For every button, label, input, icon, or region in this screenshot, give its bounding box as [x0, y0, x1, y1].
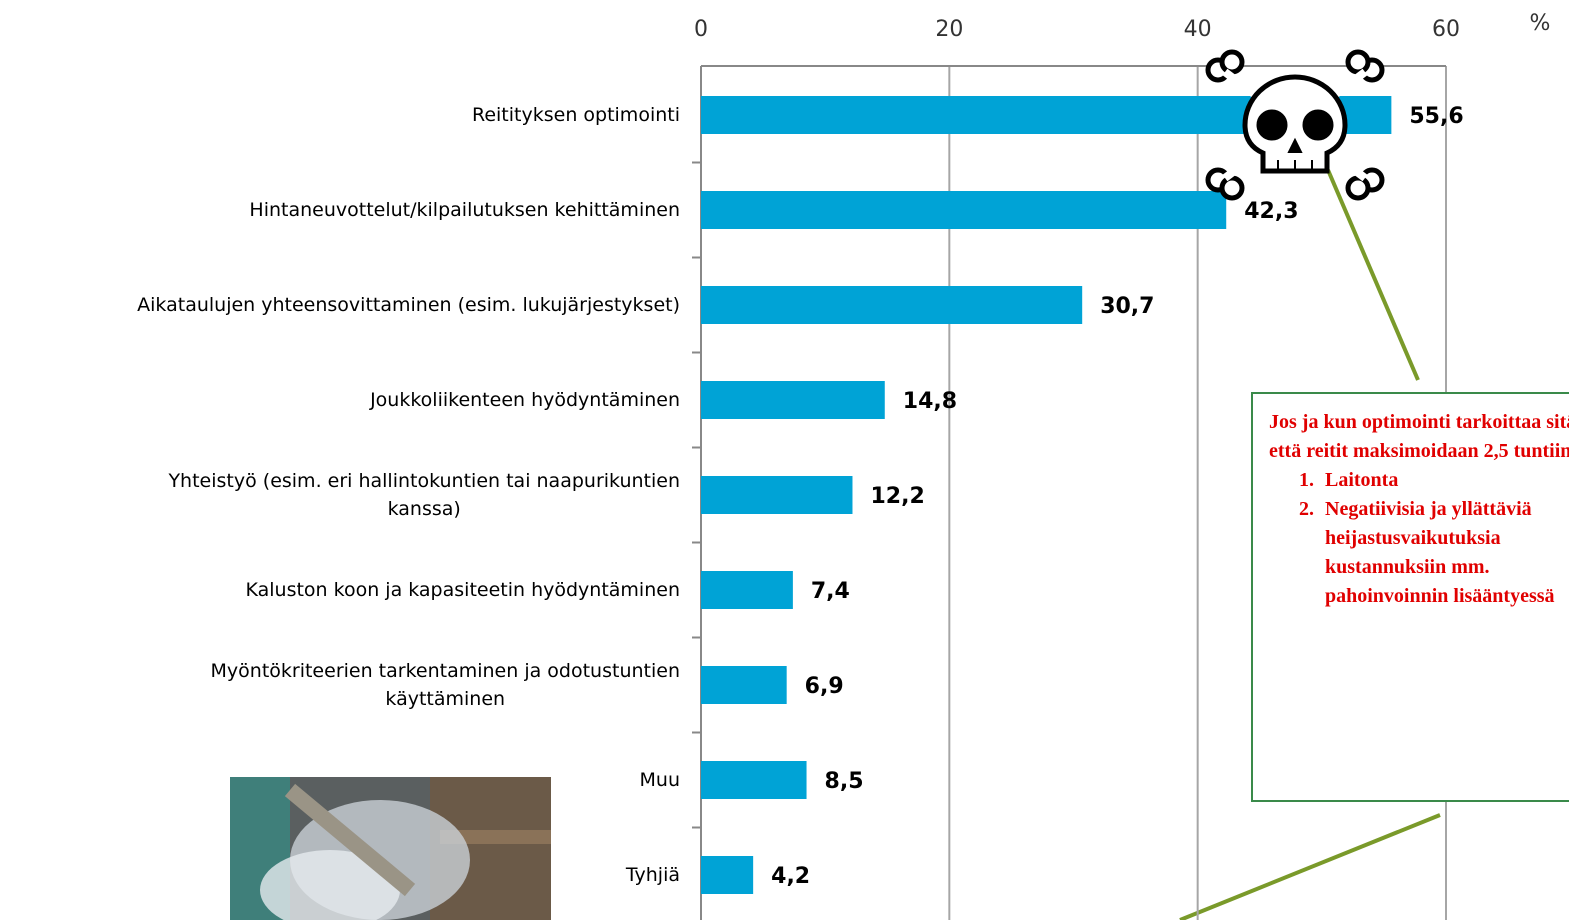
category-label: Reitityksen optimointi	[472, 101, 680, 129]
callout-line	[1328, 170, 1418, 380]
value-label: 30,7	[1100, 294, 1154, 319]
bar	[701, 571, 793, 609]
category-label: Kaluston koon ja kapasiteetin hyödyntämi…	[245, 576, 680, 604]
bar	[701, 381, 885, 419]
bar	[701, 286, 1082, 324]
category-label: Muu	[640, 766, 680, 794]
category-label: Hintaneuvottelut/kilpailutuksen kehittäm…	[249, 196, 680, 224]
unit-label: %	[1530, 11, 1551, 36]
x-tick-label: 0	[694, 17, 708, 42]
x-tick-label: 20	[935, 17, 963, 42]
annotation-list: Laitonta Negatiivisia ja yllättäviä heij…	[1269, 466, 1569, 611]
annotation-box: Jos ja kun optimointi tarkoittaa sitä, e…	[1251, 392, 1569, 802]
value-label: 8,5	[825, 769, 864, 794]
annotation-item: Negatiivisia ja yllättäviä heijastusvaik…	[1319, 495, 1569, 611]
bar	[701, 761, 807, 799]
bar	[701, 191, 1226, 229]
category-label: Aikataulujen yhteensovittaminen (esim. l…	[137, 291, 680, 319]
category-label: Myöntökriteerien tarkentaminen ja odotus…	[211, 657, 680, 713]
category-label: Yhteistyö (esim. eri hallintokuntien tai…	[168, 467, 680, 523]
page: % 0 20 40 60 55,6 42,3 30,7 14,8 12,2 7,4 6,9 8,5 4,…	[0, 0, 1569, 920]
bar	[701, 476, 852, 514]
bar	[701, 666, 787, 704]
value-label: 6,9	[805, 674, 844, 699]
value-label: 14,8	[903, 389, 957, 414]
category-label: Tyhjiä	[626, 861, 680, 889]
value-label: 12,2	[870, 484, 924, 509]
value-label: 7,4	[811, 579, 850, 604]
x-tick-label: 40	[1184, 17, 1212, 42]
value-label: 55,6	[1409, 104, 1463, 129]
photo	[230, 777, 551, 920]
value-label: 42,3	[1244, 199, 1298, 224]
x-tick-label: 60	[1432, 17, 1460, 42]
annotation-item: Laitonta	[1319, 466, 1569, 495]
value-label: 4,2	[771, 864, 810, 889]
annotation-text: Jos ja kun optimointi tarkoittaa sitä, e…	[1269, 408, 1569, 466]
callout-line	[1180, 815, 1440, 920]
bar	[701, 856, 753, 894]
category-label: Joukkoliikenteen hyödyntäminen	[370, 386, 680, 414]
